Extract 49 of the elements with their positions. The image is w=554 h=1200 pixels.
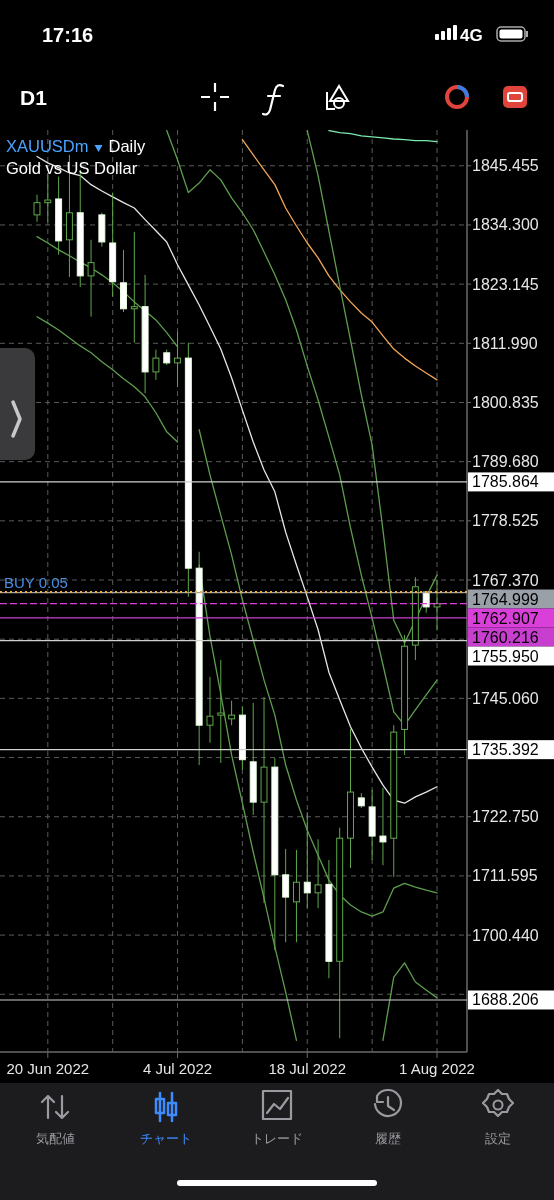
line-series <box>328 130 438 143</box>
text: 設定 <box>485 1131 511 1146</box>
x-tick-label: 4 Jul 2022 <box>142 1060 213 1077</box>
ref-line-label: 1755.950 <box>472 647 539 665</box>
y-tick-label: 1745.060 <box>472 689 539 707</box>
x-tick-label: 20 Jun 2022 <box>6 1060 90 1077</box>
y-tick-label: 1823.145 <box>472 275 539 293</box>
y-tick-label: 1700.440 <box>472 926 539 944</box>
candlestick <box>379 787 387 866</box>
ref-line-label: 1735.392 <box>472 741 539 759</box>
text: 気配値 <box>35 1131 75 1146</box>
candlestick <box>303 811 311 909</box>
candlestick <box>292 849 300 943</box>
chart-title: XAUUSDm <box>6 137 89 155</box>
y-tick-label: 1800.835 <box>472 393 539 411</box>
x-tick-label: 1 Aug 2022 <box>399 1060 475 1077</box>
y-tick-label: 1711.595 <box>472 867 538 885</box>
ref-line-label: 1762.907 <box>472 609 539 627</box>
y-tick-label: 1845.455 <box>472 157 539 175</box>
candlestick <box>314 838 322 909</box>
x-tick-label: 18 Jul 2022 <box>268 1060 347 1077</box>
candlestick <box>282 848 290 943</box>
candlestick <box>206 676 214 744</box>
candlestick <box>152 349 160 381</box>
y-tick-label: 1789.680 <box>472 453 539 471</box>
candlestick <box>44 172 52 223</box>
ref-line-label: 1785.864 <box>472 473 539 491</box>
ref-line-label: 1764.999 <box>472 590 539 608</box>
candlestick <box>228 700 236 726</box>
y-tick-label: 1834.300 <box>472 216 539 234</box>
ref-line-label: 1688.206 <box>472 991 539 1009</box>
line-series <box>241 138 438 381</box>
text: 17:16 <box>42 24 94 46</box>
text: トレード <box>251 1131 303 1146</box>
y-tick-label: 1722.750 <box>472 808 539 826</box>
candlestick <box>87 239 95 318</box>
y-tick-label: 1811.990 <box>472 334 538 352</box>
candlestick <box>33 194 41 223</box>
text: 履歴 <box>375 1131 401 1146</box>
ref-line-label: 1760.216 <box>472 628 539 646</box>
text: D1 <box>20 86 48 109</box>
ref-line-label: BUY 0.05 <box>4 573 68 591</box>
text: 4G <box>460 26 483 45</box>
y-tick-label: 1778.525 <box>472 512 539 530</box>
y-tick-label: 1767.370 <box>472 571 539 589</box>
candlestick <box>217 659 225 764</box>
candlestick <box>174 331 182 388</box>
text: チャート <box>140 1131 192 1146</box>
annotation: Daily <box>108 137 146 155</box>
